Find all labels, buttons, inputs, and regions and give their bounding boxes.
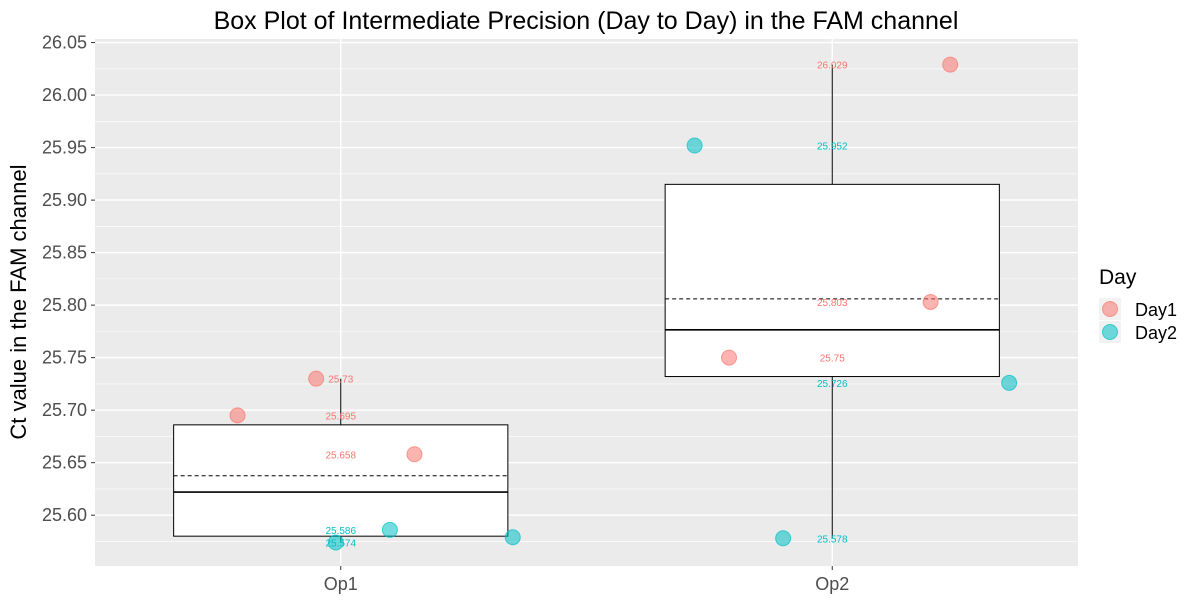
legend-marker-day2 <box>1102 324 1118 340</box>
y-axis-title: Ct value in the FAM channel <box>6 164 31 439</box>
data-label: 25.658 <box>325 450 356 461</box>
y-tick-label: 25.85 <box>42 243 87 263</box>
y-tick-label: 25.60 <box>42 505 87 525</box>
x-axis: Op1 Op2 <box>324 566 849 594</box>
y-axis: 25.60 25.65 25.70 25.75 25.80 25.85 25.90 25.95… <box>42 33 95 525</box>
x-tick-label-op1: Op1 <box>324 574 358 594</box>
box-op2 <box>664 183 1000 378</box>
y-tick-label: 25.90 <box>42 190 87 210</box>
legend-label-day1: Day1 <box>1135 300 1177 320</box>
data-label: 25.726 <box>817 379 848 390</box>
data-point-day2 <box>381 521 398 538</box>
y-tick-label: 26.00 <box>42 85 87 105</box>
point-labels-layer: 25.73 25.695 25.658 26.029 25.803 25.75 25.586… <box>325 61 848 550</box>
data-point-day2 <box>327 534 344 551</box>
legend-label-day2: Day2 <box>1135 323 1177 343</box>
data-label: 25.803 <box>817 298 848 309</box>
data-point-day2 <box>686 137 703 154</box>
points-layer <box>229 56 1018 551</box>
chart-title: Box Plot of Intermediate Precision (Day … <box>214 7 959 35</box>
data-point-day2 <box>775 530 792 547</box>
data-label: 26.029 <box>817 61 848 72</box>
data-point-day2 <box>504 529 521 546</box>
data-label: 25.73 <box>328 375 353 386</box>
y-tick-label: 26.05 <box>42 33 87 53</box>
data-point-day1 <box>721 349 738 366</box>
y-tick-label: 25.80 <box>42 295 87 315</box>
y-tick-label: 25.75 <box>42 348 87 368</box>
box-op1 <box>173 424 509 537</box>
data-label: 25.586 <box>325 526 356 537</box>
data-label: 25.695 <box>325 411 356 422</box>
boxes-layer <box>173 64 1000 543</box>
data-point-day1 <box>942 56 959 73</box>
data-point-day1 <box>229 407 246 424</box>
data-label: 25.578 <box>817 534 848 545</box>
data-point-day2 <box>1001 374 1018 391</box>
y-tick-label: 25.95 <box>42 138 87 158</box>
minor-gridlines <box>95 68 1078 542</box>
legend-title: Day <box>1099 266 1137 289</box>
x-tick-label-op2: Op2 <box>815 574 849 594</box>
data-label: 25.75 <box>820 354 845 365</box>
legend: Day Day1 Day2 <box>1099 266 1177 343</box>
data-point-day1 <box>308 370 325 387</box>
data-label: 25.574 <box>325 538 356 549</box>
legend-marker-day1 <box>1102 301 1118 317</box>
data-point-day1 <box>922 293 939 310</box>
data-label: 25.952 <box>817 141 848 152</box>
y-tick-label: 25.65 <box>42 453 87 473</box>
y-tick-label: 25.70 <box>42 400 87 420</box>
data-point-day1 <box>406 446 423 463</box>
